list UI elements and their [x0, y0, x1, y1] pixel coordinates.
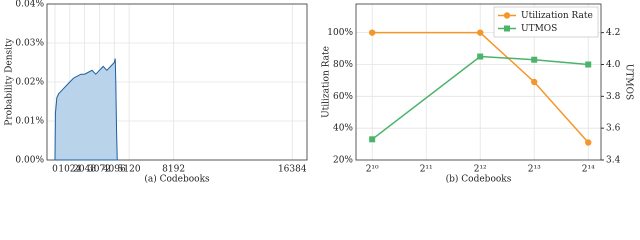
y-tick-label: 0.04% — [15, 0, 44, 10]
y2-tick-label: 3.6 — [606, 124, 621, 134]
y-tick-label: 0.01% — [15, 117, 44, 127]
point-marker — [368, 29, 376, 36]
x-tick-label: 5120 — [118, 165, 141, 175]
x-tick-label: 0 — [52, 165, 58, 175]
x-tick-label: 16384 — [278, 165, 307, 175]
x-tick-label: 3072 — [88, 165, 111, 175]
y2-axis-label: UTMOS — [624, 64, 634, 100]
legend-label: UTMOS — [521, 24, 557, 34]
y-tick-label: 40% — [333, 124, 353, 134]
y2-tick-label: 4.0 — [606, 60, 621, 70]
point-marker — [585, 61, 592, 68]
series-line — [372, 31, 589, 143]
x-axis-label: (b) Codebooks — [446, 174, 512, 184]
y-axis-label: Utilization Rate — [322, 46, 332, 118]
point-marker — [477, 29, 484, 36]
point-marker — [531, 56, 538, 63]
legend-marker — [503, 12, 511, 19]
y-tick-label: 0.03% — [15, 39, 44, 49]
point-marker — [369, 136, 376, 143]
x-tick-label: 4096 — [103, 165, 126, 175]
figure: 0.00%0.01%0.02%0.03%0.04%0 10242048307240… — [5, 0, 634, 184]
y2-tick-label: 4.2 — [606, 28, 620, 38]
x-tick-label: 2¹⁰ — [366, 165, 379, 175]
y-tick-label: 0.00% — [15, 156, 44, 166]
point-marker — [477, 53, 484, 60]
x-tick-label: 2¹⁴ — [582, 165, 595, 175]
x-tick-label: 1024 — [58, 165, 81, 175]
y-axis-label: Probability Density — [5, 37, 15, 125]
y-tick-label: 0.02% — [15, 78, 44, 88]
x-axis-label: (a) Codebooks — [144, 174, 210, 184]
y-tick-label: 80% — [333, 60, 353, 70]
point-marker — [585, 139, 592, 146]
legend-box — [493, 6, 599, 38]
density-area — [54, 58, 118, 161]
legend-marker — [504, 25, 510, 32]
legend-label: Utilization Rate — [521, 11, 593, 21]
y2-tick-label: 3.8 — [606, 92, 621, 102]
point-marker — [531, 78, 538, 86]
plot-frame — [46, 3, 308, 161]
plot-frame — [355, 3, 602, 161]
y-tick-label: 60% — [333, 92, 353, 102]
x-tick-label: 8192 — [162, 165, 185, 175]
y-tick-label: 100% — [327, 28, 353, 38]
x-tick-label: 2¹² — [474, 165, 487, 175]
y2-tick-label: 3.4 — [606, 156, 621, 166]
x-tick-label: 2¹¹ — [420, 165, 433, 175]
x-tick-label: 2048 — [73, 165, 96, 175]
y-tick-label: 20% — [333, 156, 353, 166]
x-tick-label: 2¹³ — [528, 165, 541, 175]
series-line — [371, 55, 589, 140]
